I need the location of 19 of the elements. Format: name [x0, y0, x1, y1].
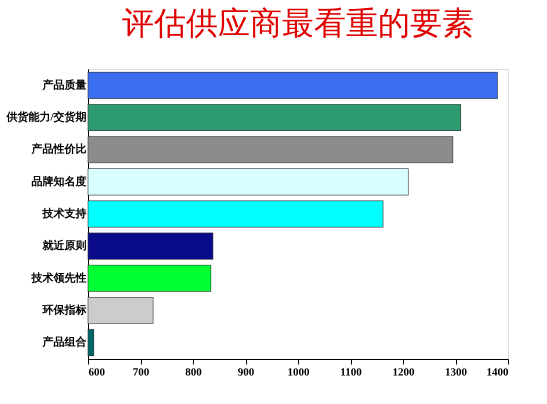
y-tick-label: 就近原则 [42, 239, 86, 252]
y-tick-label: 技术领先性 [30, 271, 86, 284]
x-tick-label: 1000 [288, 366, 310, 378]
x-tick-label: 1100 [340, 366, 362, 378]
y-tick-label: 产品性价比 [30, 142, 86, 156]
y-tick-label: 技术支持 [42, 207, 86, 220]
y-tick-label: 产品质量 [42, 78, 86, 92]
x-tick-label: 700 [132, 366, 150, 378]
chart-title: 评估供应商最看重的要素 [122, 4, 474, 42]
x-tick-label: 1400 [486, 366, 509, 378]
x-tick-label: 1300 [445, 366, 468, 378]
x-tick-label: 600 [88, 366, 106, 378]
y-tick-label: 供货能力/交货期 [5, 110, 86, 124]
x-tick-label: 900 [238, 366, 255, 378]
x-tick-label: 800 [185, 366, 202, 378]
x-tick-label: 1200 [392, 366, 415, 378]
y-tick-label: 品牌知名度 [32, 174, 86, 188]
y-tick-label: 环保指标 [42, 303, 86, 316]
y-tick-label: 产品组合 [42, 336, 88, 349]
